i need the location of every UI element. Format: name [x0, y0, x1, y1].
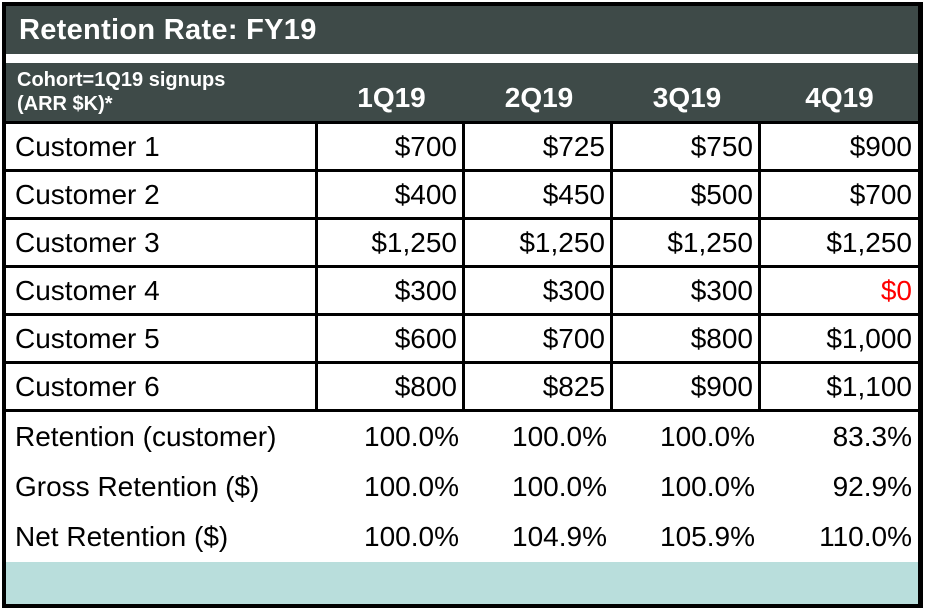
customer-name-cell: Customer 5: [6, 316, 318, 361]
arr-value-cell: $825: [465, 364, 613, 409]
quarter-header-3q19: 3Q19: [652, 82, 722, 113]
footer-accent-band: [6, 562, 918, 604]
summary-value-cell: 100.0%: [364, 471, 459, 502]
title-bar: Retention Rate: FY19: [6, 6, 918, 54]
summary-value-cell: 100.0%: [364, 521, 459, 552]
summary-value-cell: 100.0%: [512, 471, 607, 502]
arr-value-cell: $300: [613, 268, 761, 313]
table-row: Customer 6 $800 $825 $900 $1,100: [6, 364, 918, 412]
arr-value-cell-churned: $0: [880, 274, 912, 306]
arr-value-cell: $1,100: [826, 370, 912, 402]
customer-name-cell: Customer 2: [6, 172, 318, 217]
arr-value-cell: $300: [465, 268, 613, 313]
customer-name-cell: Customer 4: [6, 268, 318, 313]
summary-value-cell: 100.0%: [512, 421, 607, 452]
quarter-header-2q19: 2Q19: [504, 82, 574, 113]
summary-value-cell: 83.3%: [832, 421, 912, 452]
quarter-header-4q19: 4Q19: [805, 82, 874, 113]
quarter-header-1q19: 1Q19: [357, 82, 426, 113]
summary-value-cell: 92.9%: [832, 471, 912, 502]
arr-value-cell: $800: [613, 316, 761, 361]
customer-name-cell: Customer 1: [6, 124, 318, 169]
table-row: Customer 5 $600 $700 $800 $1,000: [6, 316, 918, 364]
table-row: Net Retention ($) 100.0% 104.9% 105.9% 1…: [6, 512, 918, 562]
arr-value-cell: $450: [465, 172, 613, 217]
cohort-header-cell: Cohort=1Q19 signups (ARR $K)*: [6, 63, 318, 121]
arr-value-cell: $1,250: [613, 220, 761, 265]
customer-name-cell: Customer 6: [6, 364, 318, 409]
summary-label-cell: Gross Retention ($): [15, 471, 260, 502]
arr-value-cell: $900: [849, 130, 912, 162]
arr-value-cell: $1,250: [318, 220, 465, 265]
summary-value-cell: 100.0%: [364, 421, 459, 452]
arr-value-cell: $400: [318, 172, 465, 217]
page-title: Retention Rate: FY19: [19, 13, 317, 46]
arr-value-cell: $725: [465, 124, 613, 169]
summary-value-cell: 110.0%: [819, 521, 912, 552]
table-row: Retention (customer) 100.0% 100.0% 100.0…: [6, 412, 918, 462]
table-row: Customer 1 $700 $725 $750 $900: [6, 124, 918, 172]
customer-name-cell: Customer 3: [6, 220, 318, 265]
table-row: Customer 3 $1,250 $1,250 $1,250 $1,250: [6, 220, 918, 268]
summary-value-cell: 100.0%: [660, 421, 755, 452]
table-row: Customer 4 $300 $300 $300 $0: [6, 268, 918, 316]
arr-value-cell: $800: [318, 364, 465, 409]
summary-label-cell: Net Retention ($): [15, 521, 229, 552]
column-header-row: Cohort=1Q19 signups (ARR $K)* 1Q19 2Q19 …: [6, 63, 918, 121]
title-divider: [6, 54, 918, 63]
arr-value-cell: $1,250: [465, 220, 613, 265]
cohort-label-line1: Cohort=1Q19 signups: [17, 69, 226, 91]
summary-value-cell: 100.0%: [660, 471, 755, 502]
cohort-label-line2: (ARR $K)*: [17, 93, 113, 115]
table-row: Customer 2 $400 $450 $500 $700: [6, 172, 918, 220]
customer-rows-section: Customer 1 $700 $725 $750 $900 Customer …: [6, 121, 918, 412]
arr-value-cell: $700: [465, 316, 613, 361]
arr-value-cell: $900: [613, 364, 761, 409]
arr-value-cell: $700: [318, 124, 465, 169]
arr-value-cell: $300: [318, 268, 465, 313]
summary-value-cell: 105.9%: [660, 521, 755, 552]
summary-rows-section: Retention (customer) 100.0% 100.0% 100.0…: [6, 412, 918, 562]
arr-value-cell: $700: [849, 178, 912, 210]
arr-value-cell: $1,000: [826, 322, 912, 354]
arr-value-cell: $600: [318, 316, 465, 361]
arr-value-cell: $1,250: [826, 226, 912, 258]
arr-value-cell: $500: [613, 172, 761, 217]
arr-value-cell: $750: [613, 124, 761, 169]
table-row: Gross Retention ($) 100.0% 100.0% 100.0%…: [6, 462, 918, 512]
summary-value-cell: 104.9%: [512, 521, 607, 552]
summary-label-cell: Retention (customer): [15, 421, 277, 452]
